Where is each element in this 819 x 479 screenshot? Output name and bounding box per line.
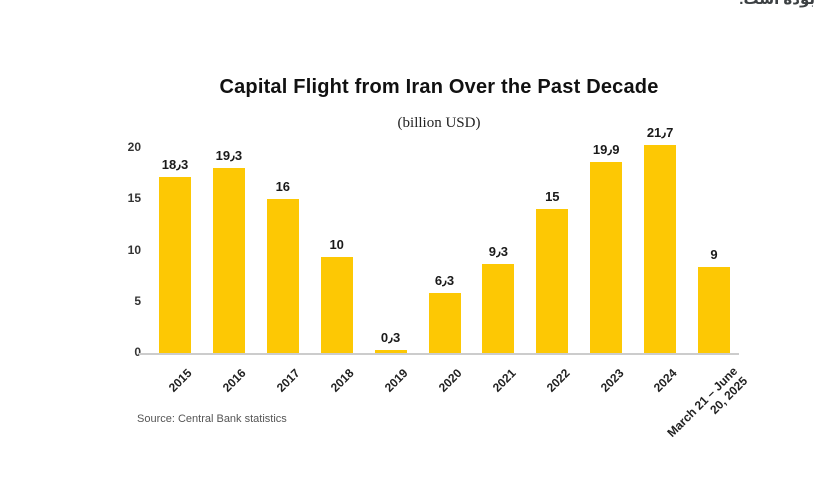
chart-subtitle: (billion USD) bbox=[397, 115, 481, 131]
bar-value-label: 21٫7 bbox=[646, 124, 674, 140]
y-axis-tick-label: 5 bbox=[134, 293, 141, 308]
bar-march-21-june-20-2025 bbox=[698, 266, 730, 353]
bar-2020 bbox=[428, 292, 461, 353]
x-axis-label: 2021 bbox=[489, 366, 519, 395]
bar-2018 bbox=[320, 257, 353, 353]
bar-2015 bbox=[159, 177, 191, 353]
x-axis-label: 2023 bbox=[597, 366, 627, 395]
bar-value-label: 18٫3 bbox=[161, 157, 189, 173]
bar-2021 bbox=[482, 263, 515, 353]
x-axis-label: 2019 bbox=[381, 366, 411, 395]
bar-2023 bbox=[590, 161, 623, 353]
y-axis-tick-label: 10 bbox=[127, 242, 141, 257]
bar-2017 bbox=[266, 199, 299, 353]
clipped-persian-text: بوده است. bbox=[739, 0, 815, 8]
y-axis-tick-label: 15 bbox=[127, 191, 141, 206]
y-axis-tick-label: 20 bbox=[127, 140, 141, 154]
x-axis-label: 2017 bbox=[273, 366, 303, 395]
x-axis-label: 2022 bbox=[543, 366, 573, 395]
bar-value-label: 9 bbox=[710, 246, 718, 262]
x-axis-baseline bbox=[139, 353, 739, 355]
x-axis-label: 2016 bbox=[220, 366, 249, 395]
bar-value-label: 10 bbox=[329, 237, 344, 252]
bar-2019 bbox=[374, 350, 407, 353]
bar-2016 bbox=[212, 167, 245, 353]
x-axis-label: 2018 bbox=[327, 366, 357, 395]
bar-value-label: 6٫3 bbox=[434, 272, 455, 288]
x-axis-label: 2024 bbox=[651, 366, 681, 395]
bar-2024 bbox=[644, 144, 677, 353]
bar-value-label: 19٫9 bbox=[592, 141, 620, 157]
bar-value-label: 9٫3 bbox=[488, 243, 509, 259]
bar-2022 bbox=[536, 209, 569, 353]
bar-value-label: 16 bbox=[275, 179, 291, 195]
chart-title: Capital Flight from Iran Over the Past D… bbox=[219, 76, 659, 98]
x-axis-label: 2020 bbox=[435, 366, 465, 395]
source-note: Source: Central Bank statistics bbox=[137, 413, 287, 425]
y-axis-tick-label: 0 bbox=[134, 345, 141, 359]
bar-value-label: 15 bbox=[545, 189, 560, 204]
x-axis-label: 2015 bbox=[166, 366, 195, 395]
bar-value-label: 0٫3 bbox=[380, 330, 401, 346]
bar-value-label: 19٫3 bbox=[215, 147, 243, 163]
